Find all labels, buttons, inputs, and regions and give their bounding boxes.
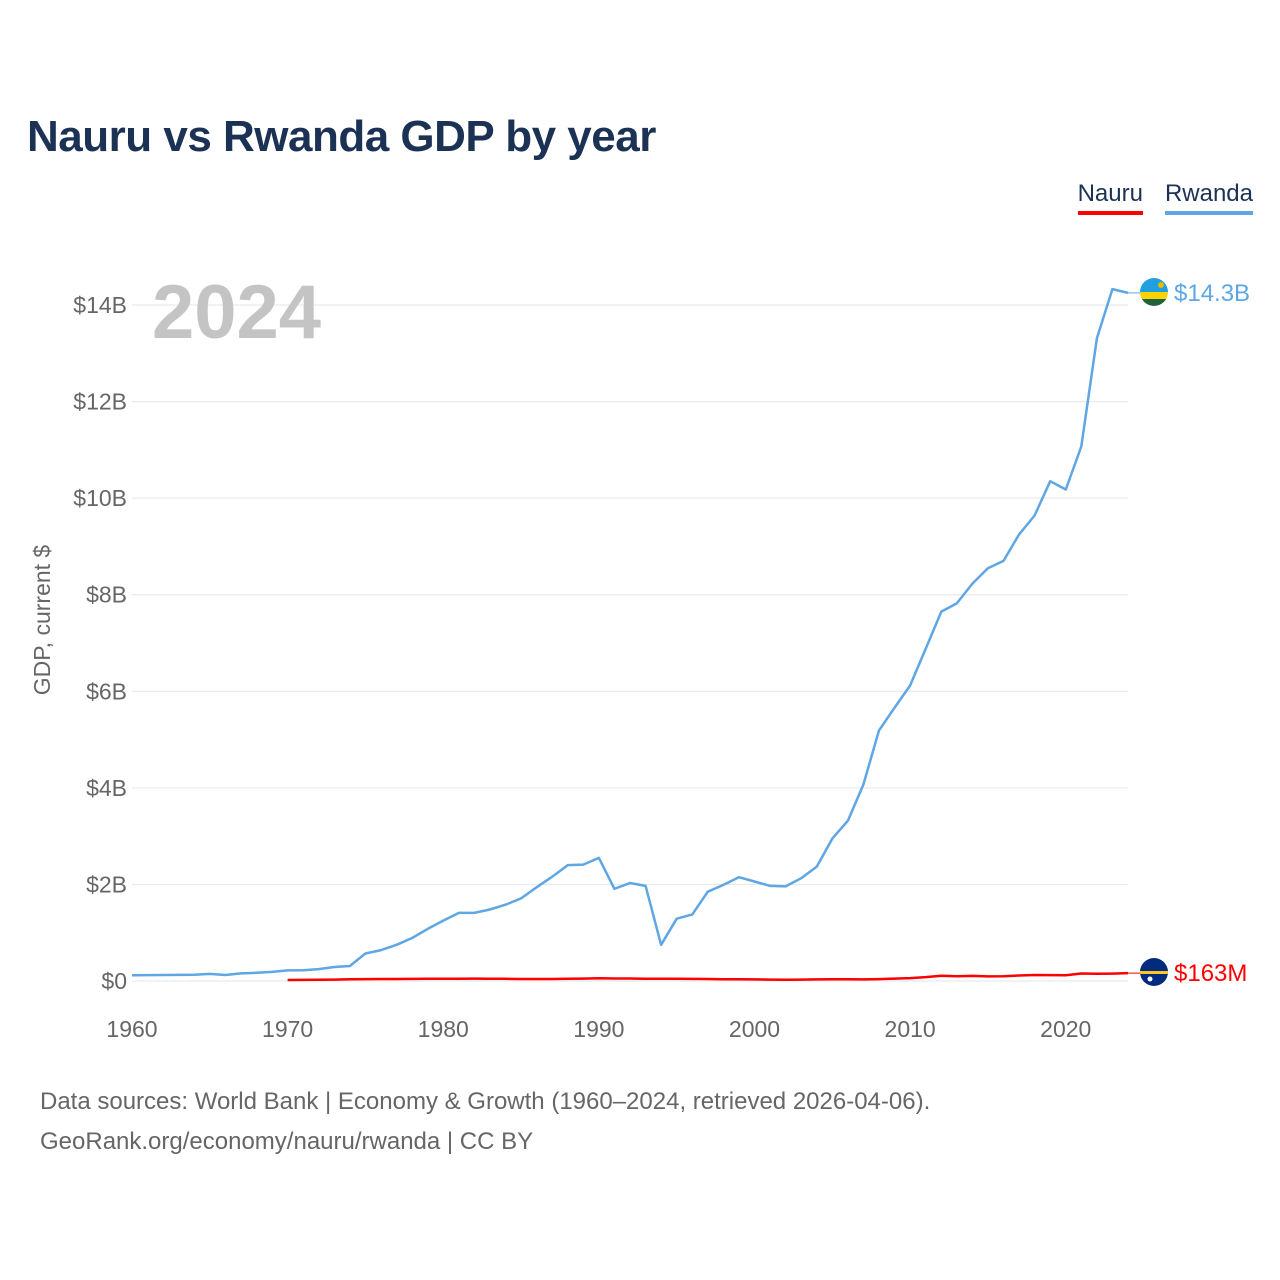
y-tick-label: $4B — [86, 775, 127, 801]
x-tick-label: 2010 — [885, 1016, 936, 1042]
series-line-nauru — [287, 971, 1129, 982]
rwanda-flag-icon — [1140, 278, 1168, 306]
y-tick-label: $2B — [86, 871, 127, 897]
legend: Nauru Rwanda — [1077, 180, 1253, 215]
y-tick-label: $14B — [73, 292, 127, 318]
y-tick-label: $10B — [73, 485, 127, 511]
y-tick-label: $0 — [101, 968, 127, 994]
y-tick-label: $8B — [86, 582, 127, 608]
end-label-rwanda: $14.3B — [1174, 280, 1250, 307]
source-link[interactable]: GeoRank.org/economy/nauru/rwanda | CC BY — [40, 1128, 534, 1155]
x-tick-label: 2020 — [1040, 1016, 1091, 1042]
year-watermark: 2024 — [152, 270, 321, 355]
x-tick-label: 2000 — [729, 1016, 780, 1042]
footer: Data sources: World Bank | Economy & Gro… — [40, 1082, 930, 1162]
y-axis-label: GDP, current $ — [29, 545, 55, 696]
data-sources-text: Data sources: World Bank | Economy & Gro… — [40, 1088, 931, 1115]
series-line-rwanda — [131, 287, 1129, 977]
nauru-flag-icon — [1140, 958, 1168, 986]
x-tick-label: 1960 — [106, 1016, 157, 1042]
legend-item-rwanda[interactable]: Rwanda — [1164, 180, 1253, 215]
y-tick-label: $6B — [86, 678, 127, 704]
y-tick-label: $12B — [73, 389, 127, 415]
legend-item-nauru[interactable]: Nauru — [1077, 180, 1143, 215]
x-tick-label: 1970 — [262, 1016, 313, 1042]
end-label-nauru: $163M — [1174, 960, 1247, 987]
x-tick-label: 1980 — [418, 1016, 469, 1042]
page-title: Nauru vs Rwanda GDP by year — [27, 112, 656, 161]
x-tick-label: 1990 — [573, 1016, 624, 1042]
